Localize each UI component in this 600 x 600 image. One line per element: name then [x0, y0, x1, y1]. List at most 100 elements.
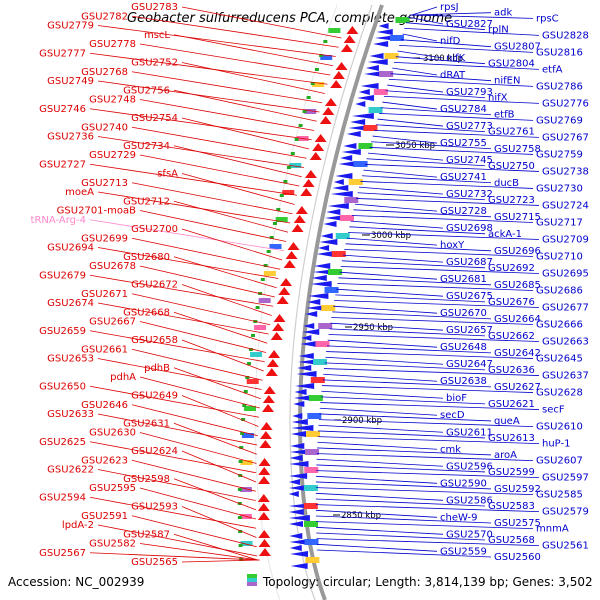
cog-block — [331, 251, 346, 257]
leader-line — [173, 367, 261, 400]
gene-label: GSU2827 — [446, 19, 493, 30]
leader-line — [332, 311, 492, 320]
marker — [290, 152, 295, 155]
leader-line — [316, 470, 540, 479]
gene-label: GSU2613 — [488, 433, 535, 444]
cog-block — [358, 143, 373, 149]
gene-label: GSU2587 — [123, 529, 170, 540]
leader-line — [409, 14, 534, 19]
gene-forward — [307, 299, 321, 305]
gene-label: GSU2625 — [39, 437, 86, 448]
gene-label: GSU2597 — [542, 473, 589, 484]
leader-line — [89, 163, 298, 196]
gene-label: bioF — [446, 393, 467, 404]
leader-line — [139, 432, 257, 464]
marker — [240, 432, 245, 435]
gene-label: GSU2695 — [542, 268, 589, 279]
cog-block — [289, 163, 302, 168]
cog-block — [246, 379, 259, 384]
gene-label: GSU2582 — [89, 539, 136, 550]
gene-label: GSU2658 — [131, 335, 178, 346]
gene-label: GSU2579 — [542, 507, 589, 518]
topology-text: Topology: circular; Length: 3,814,139 bp… — [262, 575, 593, 589]
gene-label: GSU2723 — [488, 195, 535, 206]
gene-reverse — [259, 440, 272, 448]
leader-line — [181, 284, 272, 316]
marker — [272, 222, 277, 225]
gene-forward — [288, 509, 304, 515]
gene-label: GSU2778 — [89, 39, 136, 50]
gene-label: GSU2741 — [440, 172, 487, 183]
leader-line — [354, 203, 438, 212]
leader-line — [173, 478, 256, 511]
gene-forward — [369, 53, 384, 59]
cog-block — [328, 28, 341, 33]
cog-block — [313, 359, 328, 365]
leader-line — [317, 436, 540, 444]
marker — [243, 390, 248, 393]
gene-label: GSU2761 — [488, 127, 535, 138]
leader-line — [97, 469, 256, 501]
marker — [276, 208, 281, 211]
leader-line — [131, 459, 256, 492]
gene-forward — [289, 455, 303, 461]
gene-label: GSU2738 — [542, 166, 589, 177]
marker — [238, 544, 243, 547]
gene-reverse — [278, 287, 291, 295]
leader-line — [89, 496, 257, 529]
cog-block — [304, 539, 319, 545]
leader-line — [131, 71, 323, 104]
gene-label: secF — [542, 405, 565, 416]
leader-line — [181, 506, 257, 538]
gene-forward — [357, 95, 375, 101]
gene-label: GSU2591 — [81, 511, 128, 522]
gene-label: GSU2675 — [446, 291, 493, 302]
gene-label: GSU2653 — [47, 354, 94, 365]
gene-reverse — [257, 512, 270, 520]
leader-line — [89, 441, 257, 474]
gene-label: GSU2752 — [131, 58, 178, 69]
leader-line — [316, 543, 438, 552]
marker — [269, 236, 274, 239]
gene-label: GSU2631 — [123, 418, 170, 429]
gene-forward — [291, 425, 314, 431]
gene-label: GSU2699 — [81, 233, 128, 244]
gene-reverse — [262, 395, 275, 403]
leader-line — [139, 265, 275, 298]
cog-block — [305, 557, 320, 563]
leader-line — [371, 141, 492, 150]
gene-reverse — [283, 260, 296, 268]
leader-line — [315, 481, 492, 490]
marker — [247, 362, 252, 365]
gene-forward — [291, 431, 307, 437]
gene-forward — [367, 59, 388, 65]
feature-track — [237, 17, 410, 569]
gene-label: GSU2666 — [536, 320, 583, 331]
gene-reverse — [257, 503, 270, 511]
leader-line — [97, 25, 336, 57]
leader-line — [173, 145, 302, 178]
gene-label: GSU2692 — [488, 263, 535, 274]
marker — [248, 348, 253, 351]
gene-label: GSU2593 — [131, 502, 178, 513]
gene-forward — [289, 473, 308, 479]
leader-line — [343, 254, 444, 263]
gene-label: moeA — [65, 187, 94, 198]
cog-block — [303, 503, 318, 509]
leader-line — [89, 330, 265, 363]
gene-reverse — [260, 422, 273, 430]
gene-reverse — [335, 62, 348, 70]
gene-label: GSU2623 — [81, 455, 128, 466]
marker — [263, 264, 268, 267]
gene-label: GSU2667 — [89, 317, 136, 328]
gene-reverse — [280, 278, 293, 286]
marker — [237, 516, 242, 519]
gene-reverse — [272, 323, 285, 331]
gene-label: GSU2712 — [123, 196, 170, 207]
leader-line — [367, 152, 444, 161]
leader-line — [318, 424, 444, 433]
leader-line — [382, 101, 438, 110]
gene-label: GSU2779 — [47, 21, 94, 32]
gene-label: GSU2727 — [39, 159, 86, 170]
